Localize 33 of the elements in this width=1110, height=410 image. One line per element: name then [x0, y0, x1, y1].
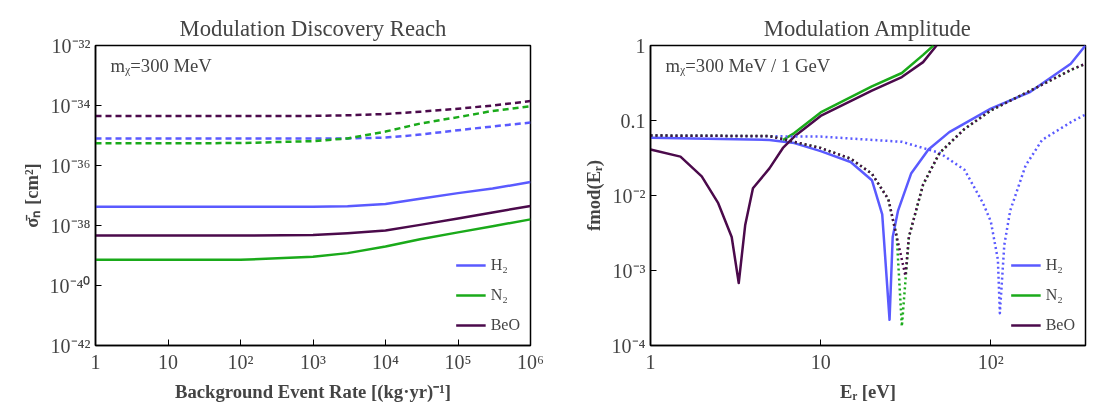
x-tick-label: 10: [158, 350, 178, 373]
y-tick-label: 10⁻³: [612, 259, 646, 282]
x-tick-label: 10³: [300, 350, 326, 373]
x-tick-label: 10⁴: [372, 350, 400, 373]
legend-label: H₂: [1045, 256, 1064, 274]
x-tick-label: 10²: [977, 350, 1004, 373]
y-axis-title: fmod(Eᵣ): [582, 159, 605, 232]
legend-label: BeO: [1045, 316, 1075, 334]
y-tick-label: 10⁻²: [612, 184, 646, 207]
y-tick-label: 10⁻³²: [51, 34, 91, 57]
x-axis-title: Eᵣ [eV]: [839, 380, 897, 402]
x-tick-label: 10²: [227, 350, 254, 373]
y-tick-label: 10⁻⁴: [611, 334, 646, 357]
x-axis-title: Background Event Rate [(kg·yr)⁻¹]: [174, 380, 452, 403]
y-tick-label: 10⁻³⁸: [50, 214, 91, 237]
legend-label: N₂: [1045, 286, 1064, 304]
y-tick-label: 10⁻⁴²: [50, 334, 91, 357]
legend-label: H₂: [490, 256, 509, 274]
legend-label: N₂: [490, 286, 509, 304]
y-tick-label: 1: [635, 34, 646, 57]
y-tick-label: 0.1: [620, 109, 646, 132]
legend-label: BeO: [490, 316, 520, 334]
chart-title: Modulation Discovery Reach: [179, 15, 448, 41]
x-tick-label: 10⁶: [517, 350, 545, 373]
y-axis-title: σ̄ₙ [cm²]: [20, 163, 42, 228]
y-tick-label: 10⁻⁴⁰: [49, 274, 91, 297]
y-tick-label: 10⁻³⁶: [50, 154, 91, 177]
chart-title: Modulation Amplitude: [763, 15, 971, 41]
x-tick-label: 10⁵: [444, 350, 472, 373]
y-tick-label: 10⁻³⁴: [50, 94, 91, 117]
annotation: mᵪ=300 MeV: [110, 54, 213, 76]
annotation: mᵪ=300 MeV / 1 GeV: [665, 54, 831, 76]
x-tick-label: 10: [810, 350, 831, 373]
